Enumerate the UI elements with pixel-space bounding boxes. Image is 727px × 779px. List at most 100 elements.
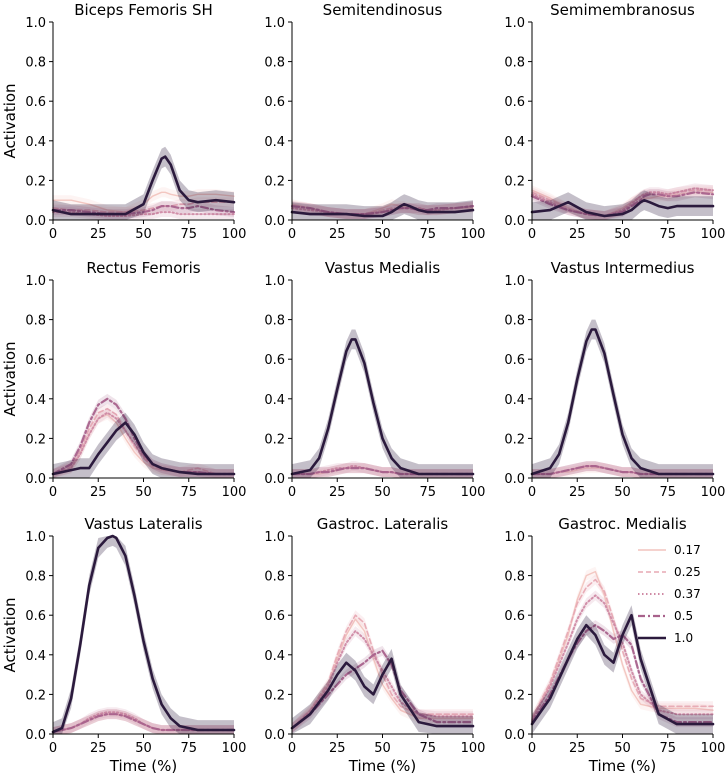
x-tick-label: 75 [659,485,676,500]
x-tick-label: 100 [461,227,486,242]
series-line-1.0 [530,613,715,726]
x-tick-label: 25 [569,741,586,756]
series-line-0.17 [52,191,235,213]
legend: 0.17 0.25 0.37 0.5 1.0 [638,543,701,645]
x-tick-label: 25 [329,741,346,756]
y-tick-label: 0.0 [264,728,285,743]
series-band [292,610,473,733]
series-line-0.37 [531,594,714,722]
series-band [53,146,234,220]
series-line-0.5 [51,205,236,216]
subplot-3: Rectus Femoris 0.0 0.2 0.4 0.6 0.8 1.0 0 25 50 75 1… [1,259,246,500]
y-tick-label: 0.4 [264,393,285,408]
series-line-0.5 [290,205,475,216]
series-band [53,412,234,478]
subplot-7: Gastroc. Lateralis 0.0 0.2 0.4 0.6 0.8 1.0 0 25 5… [264,515,485,775]
subplot-0: Biceps Femoris SH 0.0 0.2 0.4 0.6 0.8 1.0 0 25 50… [1,1,246,242]
x-tick-label: 0 [528,485,536,500]
series-band [292,645,473,733]
series-band [532,590,713,726]
series-band [532,190,713,220]
y-tick-label: 0.0 [25,472,46,487]
y-tick-label: 0.6 [25,95,46,110]
x-tick-label: 100 [222,227,247,242]
subplot-1: Semitendinosus 0.0 0.2 0.4 0.6 0.8 1.0 0 25 50 75 1… [264,1,485,242]
y-tick-label: 1.0 [25,530,46,545]
y-tick-label: 1.0 [504,274,525,289]
series-line-0.5 [530,191,715,218]
subplot-title: Biceps Femoris SH [74,1,213,19]
x-tick-label: 100 [701,227,726,242]
x-tick-label: 0 [528,741,536,756]
x-tick-label: 100 [461,741,486,756]
subplot-6: Vastus Lateralis 0.0 0.2 0.4 0.6 0.8 1.0 0 25 50 7… [1,515,246,775]
series-band [53,207,234,220]
y-tick-label: 1.0 [25,274,46,289]
series-band [292,329,473,478]
x-tick-label: 100 [222,741,247,756]
subplot-title: Rectus Femoris [86,259,200,277]
series-band [292,648,473,734]
x-tick-label: 25 [329,485,346,500]
legend-label: 1.0 [674,631,693,645]
y-tick-label: 0.2 [25,688,46,703]
x-tick-label: 50 [374,227,391,242]
x-tick-label: 50 [135,485,152,500]
x-tick-label: 0 [49,227,57,242]
x-tick-label: 25 [569,227,586,242]
y-tick-label: 0.4 [25,649,46,664]
x-tick-label: 75 [419,485,436,500]
series-band [532,319,713,478]
y-tick-label: 0.6 [25,609,46,624]
y-tick-label: 0.2 [25,432,46,447]
series-band [532,620,713,728]
x-axis-label: Time (%) [348,757,416,775]
y-tick-label: 0.2 [264,432,285,447]
y-tick-label: 0.0 [504,472,525,487]
x-tick-label: 0 [288,227,296,242]
x-tick-label: 0 [288,741,296,756]
y-axis-label: Activation [1,597,19,672]
series-line-0.5 [530,465,715,476]
y-tick-label: 0.8 [25,570,46,585]
y-tick-label: 1.0 [504,530,525,545]
x-tick-label: 25 [569,485,586,500]
x-tick-label: 25 [90,485,107,500]
x-tick-label: 75 [180,227,197,242]
x-axis-label: Time (%) [109,757,177,775]
x-tick-label: 50 [374,741,391,756]
series-band [532,183,713,220]
x-axis-label: Time (%) [588,757,656,775]
series-line-0.17 [531,570,714,719]
y-tick-label: 0.6 [264,95,285,110]
series-line-0.5 [290,649,475,730]
y-tick-label: 1.0 [25,16,46,31]
series-line-1.0 [51,155,236,216]
subplot-5: Vastus Intermedius 0.0 0.2 0.4 0.6 0.8 1.0 0 25 5… [504,259,725,500]
x-tick-label: 75 [419,227,436,242]
x-tick-label: 100 [701,485,726,500]
y-tick-label: 0.6 [264,353,285,368]
series-line-0.5 [51,713,236,734]
series-line-0.37 [52,711,235,733]
y-tick-label: 1.0 [264,274,285,289]
y-tick-label: 0.8 [25,314,46,329]
y-tick-label: 0.4 [264,649,285,664]
x-tick-label: 75 [180,741,197,756]
subplot-title: Gastroc. Medialis [558,515,687,533]
series-line-1.0 [290,657,475,730]
subplot-2: Semimembranosus 0.0 0.2 0.4 0.6 0.8 1.0 0 25 50 75… [504,1,725,242]
y-tick-label: 0.2 [504,174,525,189]
legend-label: 0.5 [674,609,693,623]
x-tick-label: 50 [614,227,631,242]
y-tick-label: 1.0 [264,530,285,545]
y-tick-label: 0.0 [25,214,46,229]
series-line-1.0 [51,421,236,476]
y-tick-label: 0.0 [25,728,46,743]
y-tick-label: 0.8 [504,314,525,329]
y-axis-label: Activation [1,83,19,158]
y-tick-label: 0.4 [504,393,525,408]
y-tick-label: 0.0 [264,214,285,229]
subplot-title: Semitendinosus [323,1,443,19]
